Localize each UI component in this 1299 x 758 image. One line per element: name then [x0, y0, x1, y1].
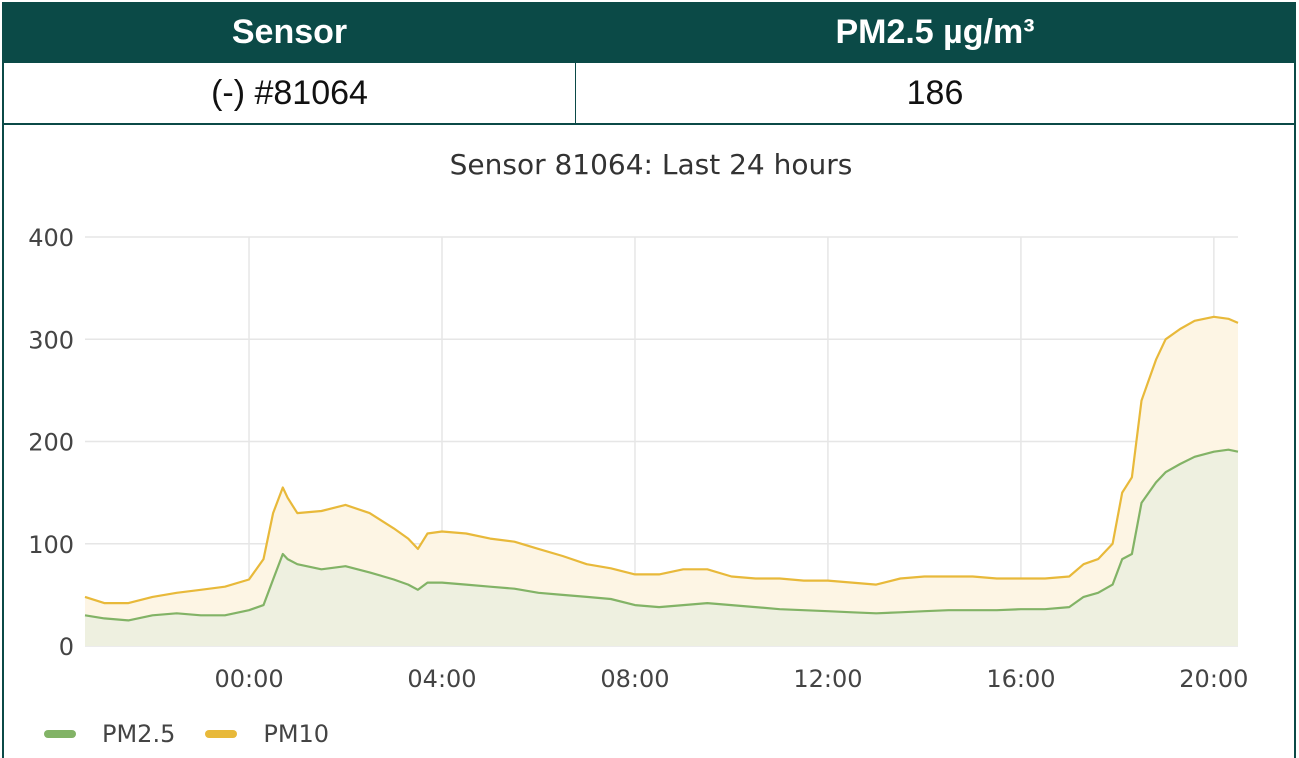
y-tick-label: 400: [28, 224, 74, 252]
series-area-pm25: [85, 449, 1238, 646]
x-tick-label: 08:00: [600, 665, 669, 693]
sensor-id-cell[interactable]: (-) #81064: [4, 63, 576, 125]
sensor-table: Sensor PM2.5 µg/m³ (-) #81064 186: [4, 2, 1294, 125]
table-row: (-) #81064 186: [4, 63, 1294, 125]
x-tick-label: 00:00: [214, 665, 283, 693]
legend-swatch-pm25: [44, 730, 76, 738]
series-area-pm10: [85, 316, 1238, 646]
legend-label-pm25: PM2.5: [102, 720, 176, 748]
x-tick-label: 20:00: [1179, 665, 1248, 693]
x-tick-label: 04:00: [407, 665, 476, 693]
header-sensor: Sensor: [4, 2, 576, 63]
line-chart: 0 100 200 300 400 00:00 04:00 08:00 12:00 16:00 20…: [28, 224, 1248, 693]
header-pm25: PM2.5 µg/m³: [575, 2, 1294, 63]
chart-title: Sensor 81064: Last 24 hours: [449, 148, 853, 181]
y-tick-label: 100: [28, 531, 74, 559]
y-tick-label: 300: [28, 326, 74, 354]
x-tick-label: 16:00: [986, 665, 1055, 693]
legend-label-pm10: PM10: [263, 720, 330, 748]
y-tick-label: 0: [59, 633, 74, 661]
legend-item-pm10[interactable]: PM10: [205, 720, 329, 748]
y-tick-label: 200: [28, 429, 74, 457]
pm25-value-cell: 186: [575, 63, 1294, 125]
table-header-row: Sensor PM2.5 µg/m³: [4, 2, 1294, 63]
series-line-pm10: [84, 315, 1239, 605]
x-tick-label: 12:00: [793, 665, 862, 693]
chart-legend: PM2.5 PM10: [44, 720, 359, 748]
legend-swatch-pm10: [205, 730, 238, 738]
series-line-pm25: [84, 448, 1239, 622]
legend-item-pm25[interactable]: PM2.5: [44, 720, 175, 748]
